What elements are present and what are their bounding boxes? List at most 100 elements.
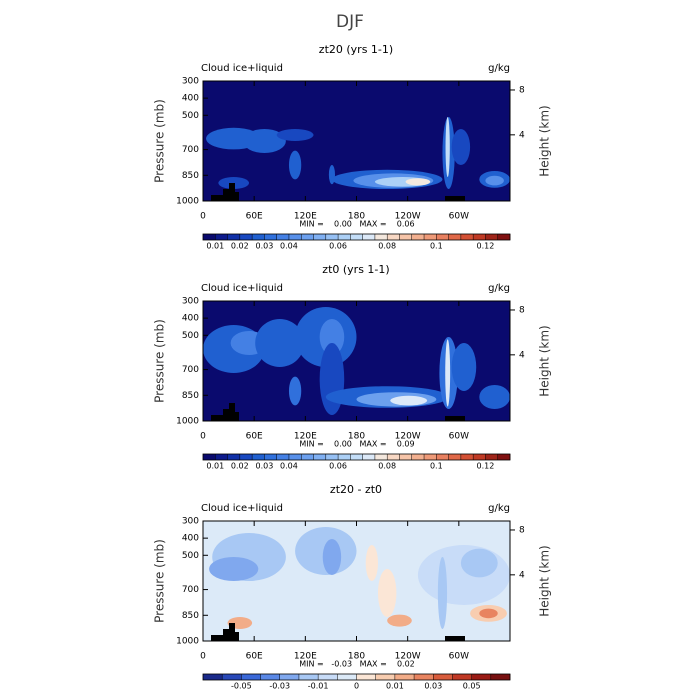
contour-fill <box>322 539 342 575</box>
y2-axis-label: Height (km) <box>538 325 552 396</box>
contour-fill <box>479 608 498 619</box>
contour-fill <box>276 129 314 141</box>
colorbar-swatch <box>448 234 462 240</box>
colorbar-swatch <box>215 234 228 240</box>
contour-fill <box>377 569 397 617</box>
colorbar-label: -0.03 <box>269 682 290 691</box>
y-tick-label: 850 <box>182 611 199 621</box>
field <box>203 81 510 201</box>
y2-tick-label: 8 <box>519 85 525 95</box>
colorbar-swatch <box>239 454 253 460</box>
colorbar-label: 0.06 <box>329 462 347 471</box>
y2-axis-label: Height (km) <box>538 545 552 616</box>
y-tick-label: 500 <box>182 111 199 121</box>
contour-fill <box>390 395 428 406</box>
colorbar-label: 0.12 <box>477 462 495 471</box>
colorbar-swatch <box>497 454 511 460</box>
contour-fill <box>417 545 510 605</box>
colorbar-swatch <box>460 454 474 460</box>
colorbar-swatch <box>288 454 302 460</box>
variable-label: Cloud ice+liquid <box>201 63 283 74</box>
colorbar-swatch <box>203 674 223 680</box>
colorbar-swatch <box>227 454 241 460</box>
y2-tick-label: 8 <box>519 305 525 315</box>
colorbar-swatch <box>490 674 511 680</box>
colorbar-swatch <box>264 454 277 460</box>
colorbar-swatch <box>215 454 228 460</box>
x-tick-label: 0 <box>200 652 206 662</box>
y-axis-label: Pressure (mb) <box>153 539 167 623</box>
colorbar-swatch <box>485 234 499 240</box>
colorbar-label: 0.03 <box>255 242 273 251</box>
colorbar-swatch <box>301 234 314 240</box>
colorbar-swatch <box>424 234 437 240</box>
x-tick-label: 60E <box>246 432 263 442</box>
colorbar-swatch <box>471 674 492 680</box>
x-tick-label: 180 <box>348 652 365 662</box>
x-tick-label: 60W <box>449 432 469 442</box>
colorbar-swatch <box>374 234 388 240</box>
panel-title: zt0 (yrs 1-1) <box>322 263 389 276</box>
x-tick-label: 120E <box>294 212 317 222</box>
colorbar-swatch <box>325 234 339 240</box>
colorbar-swatch <box>399 454 413 460</box>
terrain <box>211 623 465 641</box>
colorbar-label: 0.03 <box>255 462 273 471</box>
colorbar-label: 0.04 <box>280 242 298 251</box>
colorbar-swatch <box>362 454 376 460</box>
units-label: g/kg <box>488 63 510 74</box>
colorbar-swatch <box>433 674 453 680</box>
colorbar-swatch <box>260 674 281 680</box>
y-tick-label: 400 <box>182 534 199 544</box>
x-tick-label: 120E <box>294 652 317 662</box>
contour-fill <box>387 614 412 627</box>
contour-fill <box>288 376 302 406</box>
x-tick-label: 120W <box>395 652 421 662</box>
colorbar-swatch <box>279 674 300 680</box>
x-tick-label: 120W <box>395 432 421 442</box>
colorbar-label: 0.02 <box>231 462 249 471</box>
terrain <box>211 183 465 201</box>
colorbar-swatch <box>276 454 290 460</box>
colorbar-swatch <box>460 234 474 240</box>
contour-fill <box>445 117 450 177</box>
x-tick-label: 60W <box>449 652 469 662</box>
colorbar-swatch <box>436 234 449 240</box>
colorbar-swatch <box>375 674 396 680</box>
y2-axis-label: Height (km) <box>538 105 552 176</box>
colorbar-label: 0.12 <box>477 242 495 251</box>
contour-fill <box>479 385 510 409</box>
y-tick-label: 300 <box>182 77 199 87</box>
colorbar-label: 0.08 <box>378 242 396 251</box>
variable-label: Cloud ice+liquid <box>201 283 283 294</box>
colorbar-swatch <box>448 454 462 460</box>
figure-title: DJF <box>336 12 364 32</box>
y-tick-label: 300 <box>182 297 199 307</box>
colorbar-swatch <box>318 674 338 680</box>
colorbar-swatch <box>411 454 425 460</box>
colorbar-swatch <box>485 454 499 460</box>
colorbar-swatch <box>452 674 472 680</box>
colorbar-label: -0.05 <box>231 682 252 691</box>
colorbar-swatch <box>356 674 376 680</box>
stats-label: MIN = 0.00 MAX = 0.06 <box>299 220 414 229</box>
colorbar-swatch <box>387 234 400 240</box>
x-tick-label: 120W <box>395 212 421 222</box>
panel-title: zt20 (yrs 1-1) <box>319 43 393 56</box>
colorbar-swatch <box>298 674 319 680</box>
contour-fill <box>437 557 448 629</box>
variable-label: Cloud ice+liquid <box>201 503 283 514</box>
y-axis-label: Pressure (mb) <box>153 319 167 403</box>
y-tick-label: 850 <box>182 391 199 401</box>
colorbar-label: 0.01 <box>206 242 224 251</box>
contour-field <box>203 521 510 641</box>
contour-fill <box>365 545 378 581</box>
contour-fill <box>319 319 345 355</box>
x-tick-label: 180 <box>348 432 365 442</box>
y-tick-label: 400 <box>182 314 199 324</box>
contour-fill <box>485 175 504 186</box>
colorbar-swatch <box>350 234 363 240</box>
contour-field <box>203 301 510 421</box>
colorbar-swatch <box>411 234 425 240</box>
contour-fill <box>405 178 431 186</box>
